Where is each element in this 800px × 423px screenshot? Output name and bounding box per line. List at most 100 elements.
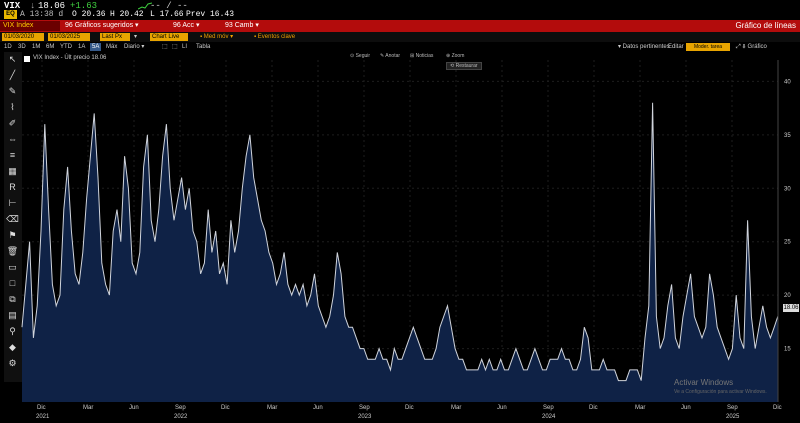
x-tick-label: Sep bbox=[543, 405, 554, 411]
range-option[interactable]: 1D bbox=[4, 44, 12, 50]
restore-button[interactable]: ⟲ Restaurar bbox=[446, 62, 482, 70]
x-year-label: 2022 bbox=[174, 414, 188, 420]
range-option[interactable]: ⬚ bbox=[172, 44, 178, 50]
color-icon[interactable]: ◆ bbox=[9, 342, 16, 352]
lines-icon[interactable]: ≡ bbox=[9, 150, 16, 160]
x-tick-label: Mar bbox=[635, 405, 646, 411]
x-tick-label: Dic bbox=[589, 405, 598, 411]
y-tick-label: 35 bbox=[784, 133, 791, 139]
price-change: +1.63 bbox=[70, 1, 98, 11]
range-option[interactable]: Tabla bbox=[196, 44, 211, 50]
x-tick-label: Jun bbox=[497, 405, 507, 411]
suggested-charts-button[interactable]: 96 Gráficos sugeridos ▾ bbox=[65, 22, 139, 29]
box-icon[interactable]: ▭ bbox=[8, 262, 17, 272]
x-tick-label: Sep bbox=[727, 405, 738, 411]
sparkline-icon bbox=[138, 2, 152, 10]
pertinent-data-button[interactable]: ▾ Datos pertinentes bbox=[618, 44, 670, 50]
bell-icon[interactable]: ⚲ bbox=[9, 326, 16, 336]
measure-icon[interactable]: ⇔ bbox=[8, 134, 17, 144]
range-option[interactable]: 1A bbox=[78, 44, 86, 50]
range-option[interactable]: 1M bbox=[32, 44, 41, 50]
field-selector[interactable]: Last Px bbox=[100, 33, 130, 41]
layers-icon[interactable]: ⧉ bbox=[9, 294, 16, 304]
x-tick-label: Jun bbox=[681, 405, 691, 411]
range-option[interactable]: ⬚ bbox=[162, 44, 168, 50]
ruler-icon[interactable]: ⊢ bbox=[8, 198, 17, 208]
edit-button[interactable]: Editar bbox=[668, 44, 684, 50]
x-tick-label: Mar bbox=[451, 405, 462, 411]
last-price: 18.06 bbox=[38, 1, 66, 11]
range-option[interactable]: 3D bbox=[18, 44, 26, 50]
trash-icon[interactable]: 🗑 bbox=[6, 246, 19, 256]
activation-watermark-subtitle: Ve a Configuración para activar Windows. bbox=[674, 389, 767, 395]
exchange-badge: EQ bbox=[4, 10, 17, 19]
key-events-toggle[interactable]: ▪ Eventos clave bbox=[254, 34, 296, 40]
series-area bbox=[22, 102, 778, 403]
marker-icon[interactable]: ⚑ bbox=[8, 230, 17, 240]
gear-icon[interactable]: ⚙ bbox=[8, 358, 17, 368]
x-tick-label: Jun bbox=[313, 405, 323, 411]
activation-watermark-title: Activar Windows bbox=[674, 378, 734, 387]
y-tick-label: 20 bbox=[784, 293, 791, 299]
bid-ask: -- / -- bbox=[150, 1, 188, 11]
text-icon[interactable]: R bbox=[9, 182, 16, 192]
x-year-label: 2023 bbox=[358, 414, 372, 420]
x-tick-label: Dic bbox=[405, 405, 414, 411]
parameter-row: 01/03/2020 01/03/2025 Last Px ▾ Chart Li… bbox=[0, 32, 800, 42]
range-option[interactable]: LI bbox=[182, 44, 188, 50]
line-icon[interactable]: ╱ bbox=[9, 70, 16, 80]
range-option[interactable]: 6M bbox=[46, 44, 55, 50]
series-line bbox=[21, 102, 779, 382]
quote-time: A 13:38 d bbox=[20, 10, 64, 19]
brush-icon[interactable]: ⌇ bbox=[10, 102, 15, 112]
ticker-bar: VIX ↓ 18.06 +1.63 -- / -- EQ A 13:38 d O… bbox=[0, 0, 800, 20]
range-option[interactable]: Máx bbox=[106, 44, 118, 50]
news-button[interactable]: ⊞ Noticias bbox=[410, 53, 434, 59]
x-tick-label: Mar bbox=[267, 405, 278, 411]
annotate-button[interactable]: ✎ Anotar bbox=[380, 53, 401, 59]
start-date-field[interactable]: 01/03/2020 bbox=[2, 33, 44, 41]
y-tick-label: 30 bbox=[784, 186, 791, 192]
open-price: O 20.36 bbox=[72, 10, 106, 19]
task-button[interactable]: Moder. tarea bbox=[686, 43, 730, 51]
grid-icon[interactable]: ▦ bbox=[8, 166, 17, 176]
ticker-symbol[interactable]: VIX bbox=[4, 1, 21, 11]
eraser-icon[interactable]: ⌫ bbox=[6, 214, 19, 224]
legend-label: VIX Index - Últ precio 18.06 bbox=[33, 55, 107, 61]
mode-selector[interactable]: Chart Live bbox=[150, 33, 188, 41]
field-dropdown-icon[interactable]: ▾ bbox=[134, 34, 138, 40]
chart-actions[interactable]: ⤢ ⇩ Gráfico bbox=[736, 44, 767, 50]
y-tick-label: 40 bbox=[784, 79, 791, 85]
x-tick-label: Mar bbox=[83, 405, 94, 411]
pencil-icon[interactable]: ✐ bbox=[8, 118, 17, 128]
x-tick-label: Sep bbox=[175, 405, 186, 411]
x-tick-label: Jun bbox=[129, 405, 139, 411]
actions-button[interactable]: 96 Acc ▾ bbox=[173, 22, 200, 29]
pointer-icon[interactable]: ↖ bbox=[8, 54, 17, 64]
range-row: 1D 3D 1M 6M YTD 1A 5A Máx Diario ▾ ⬚ ⬚ LI Tabla ▾ Da… bbox=[0, 42, 800, 52]
range-option[interactable]: Diario ▾ bbox=[124, 44, 145, 50]
x-year-label: 2024 bbox=[542, 414, 556, 420]
bars-icon[interactable]: ▤ bbox=[8, 310, 17, 320]
range-option[interactable]: 5A bbox=[90, 43, 102, 51]
zoom-button[interactable]: ⊕ Zoom bbox=[446, 53, 465, 59]
ticker-separator: ↓ bbox=[30, 1, 36, 11]
x-tick-label: Dic bbox=[37, 405, 46, 411]
end-date-field[interactable]: 01/03/2025 bbox=[48, 33, 90, 41]
last-value-marker: 18.06 bbox=[783, 304, 799, 312]
change-button[interactable]: 93 Camb ▾ bbox=[225, 22, 259, 29]
high-price: H 20.42 bbox=[110, 10, 144, 19]
drawing-toolbar: ↖ ╱ ✎ ⌇ ✐ ⇔ ≡ ▦ R ⊢ ⌫ ⚑ 🗑 ▭ □ ⧉ ▤ ⚲ ◆ ⚙ bbox=[4, 52, 22, 382]
x-year-label: 2021 bbox=[36, 414, 50, 420]
pen-icon[interactable]: ✎ bbox=[8, 86, 17, 96]
legend-checkbox[interactable] bbox=[24, 56, 30, 62]
square-icon[interactable]: □ bbox=[9, 278, 16, 288]
range-option[interactable]: YTD bbox=[60, 44, 72, 50]
follow-button[interactable]: ⊙ Seguir bbox=[350, 53, 371, 59]
x-tick-label: Dic bbox=[221, 405, 230, 411]
y-tick-label: 15 bbox=[784, 347, 791, 353]
moving-average-toggle[interactable]: ▪ Med móv ▾ bbox=[200, 34, 234, 40]
security-field[interactable]: VIX Index bbox=[0, 21, 60, 31]
command-bar: VIX Index 96 Gráficos sugeridos ▾ 96 Acc… bbox=[0, 20, 800, 32]
